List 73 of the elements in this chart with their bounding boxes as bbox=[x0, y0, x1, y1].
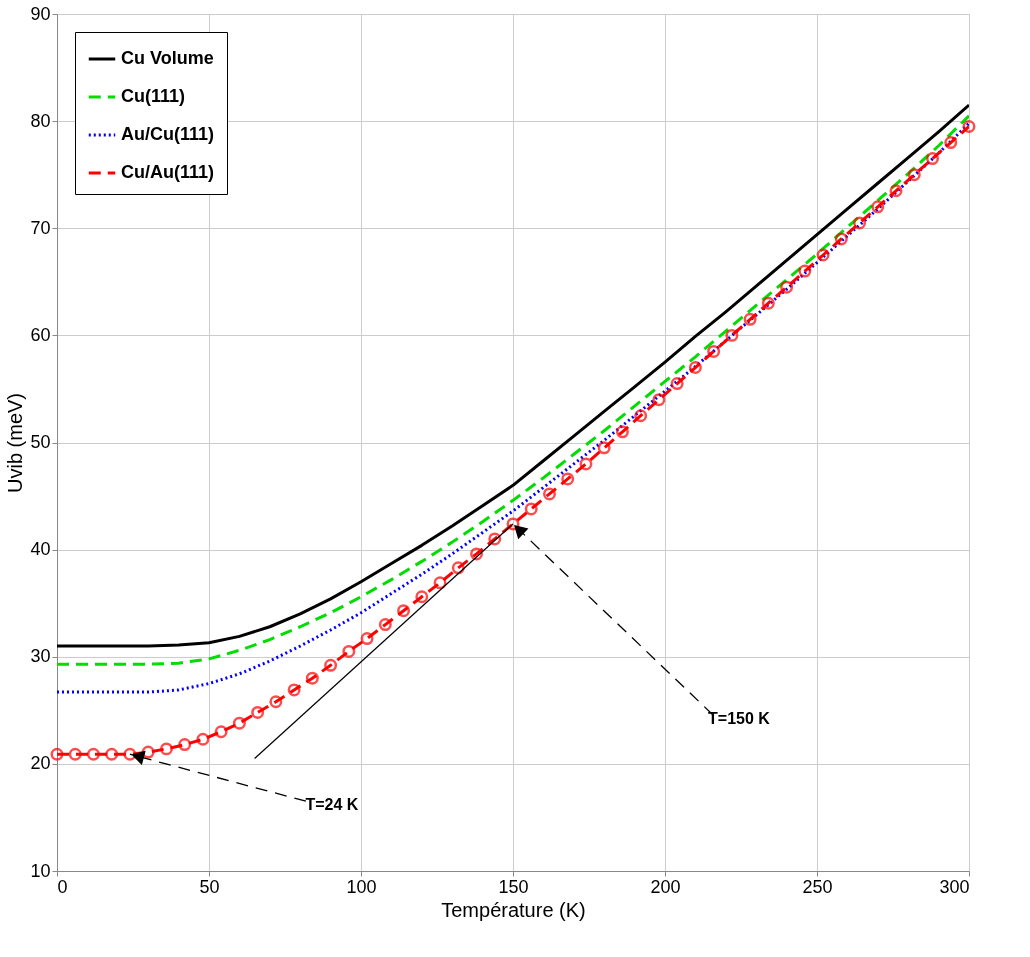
point bbox=[178, 738, 192, 752]
point bbox=[907, 168, 921, 182]
point bbox=[871, 200, 885, 214]
point bbox=[853, 216, 867, 230]
point bbox=[470, 547, 484, 561]
y-tick-label: 80 bbox=[30, 110, 51, 131]
point bbox=[488, 532, 502, 546]
point bbox=[743, 312, 757, 326]
point bbox=[269, 695, 283, 709]
annotation: T=24 K bbox=[305, 796, 359, 814]
legend-label: Cu/Au(111) bbox=[121, 162, 215, 182]
point bbox=[105, 747, 119, 761]
point bbox=[688, 361, 702, 374]
point bbox=[86, 747, 100, 761]
point bbox=[251, 705, 265, 719]
point bbox=[761, 296, 775, 310]
point bbox=[962, 120, 976, 133]
point bbox=[397, 604, 411, 618]
point bbox=[652, 393, 666, 407]
y-tick-label: 70 bbox=[30, 217, 51, 238]
point bbox=[542, 487, 556, 501]
point bbox=[816, 248, 830, 262]
point bbox=[579, 457, 593, 471]
point bbox=[798, 264, 812, 278]
point bbox=[780, 280, 794, 294]
point bbox=[615, 425, 629, 439]
y-tick-label: 30 bbox=[30, 646, 51, 667]
x-tick-label: 150 bbox=[498, 876, 529, 897]
point bbox=[159, 742, 173, 756]
point bbox=[889, 184, 903, 198]
point bbox=[415, 590, 429, 604]
point bbox=[214, 725, 228, 739]
annotation: T=150 K bbox=[708, 709, 771, 727]
x-tick-label: 250 bbox=[802, 876, 833, 897]
y-tick-label: 40 bbox=[30, 539, 51, 560]
point bbox=[725, 328, 739, 342]
y-tick-label: 20 bbox=[30, 753, 51, 774]
point bbox=[634, 409, 648, 423]
point bbox=[506, 517, 520, 531]
point bbox=[597, 441, 611, 455]
point bbox=[670, 377, 684, 391]
point bbox=[196, 732, 210, 746]
point bbox=[232, 716, 246, 730]
point bbox=[561, 472, 575, 486]
point bbox=[123, 747, 137, 761]
y-tick-label: 60 bbox=[30, 324, 51, 345]
x-tick-label: 100 bbox=[346, 876, 377, 897]
point bbox=[360, 632, 374, 646]
point bbox=[707, 344, 721, 358]
point bbox=[68, 747, 82, 761]
y-tick-label: 90 bbox=[30, 3, 51, 24]
point bbox=[50, 747, 64, 761]
point bbox=[141, 745, 155, 759]
y-tick-label: 10 bbox=[30, 860, 51, 881]
point bbox=[378, 618, 392, 632]
point bbox=[324, 658, 338, 672]
point bbox=[342, 644, 356, 658]
legend-label: Au/Cu(111) bbox=[121, 124, 215, 144]
legend-label: Cu(111) bbox=[121, 86, 186, 106]
point bbox=[944, 136, 958, 150]
x-tick-label: 50 bbox=[199, 876, 220, 897]
y-tick-label: 50 bbox=[30, 432, 51, 452]
point bbox=[305, 671, 319, 685]
point bbox=[926, 152, 940, 166]
x-tick-label: 200 bbox=[650, 876, 681, 897]
x-axis-title: Température (K) bbox=[441, 898, 586, 921]
point bbox=[524, 502, 538, 516]
x-tick-label: 0 bbox=[57, 876, 68, 897]
legend-label: Cu Volume bbox=[121, 48, 214, 68]
y-axis-title: Uvib (meV) bbox=[4, 392, 27, 494]
point bbox=[287, 683, 301, 697]
x-tick-label: 300 bbox=[939, 876, 970, 897]
point bbox=[834, 232, 848, 246]
